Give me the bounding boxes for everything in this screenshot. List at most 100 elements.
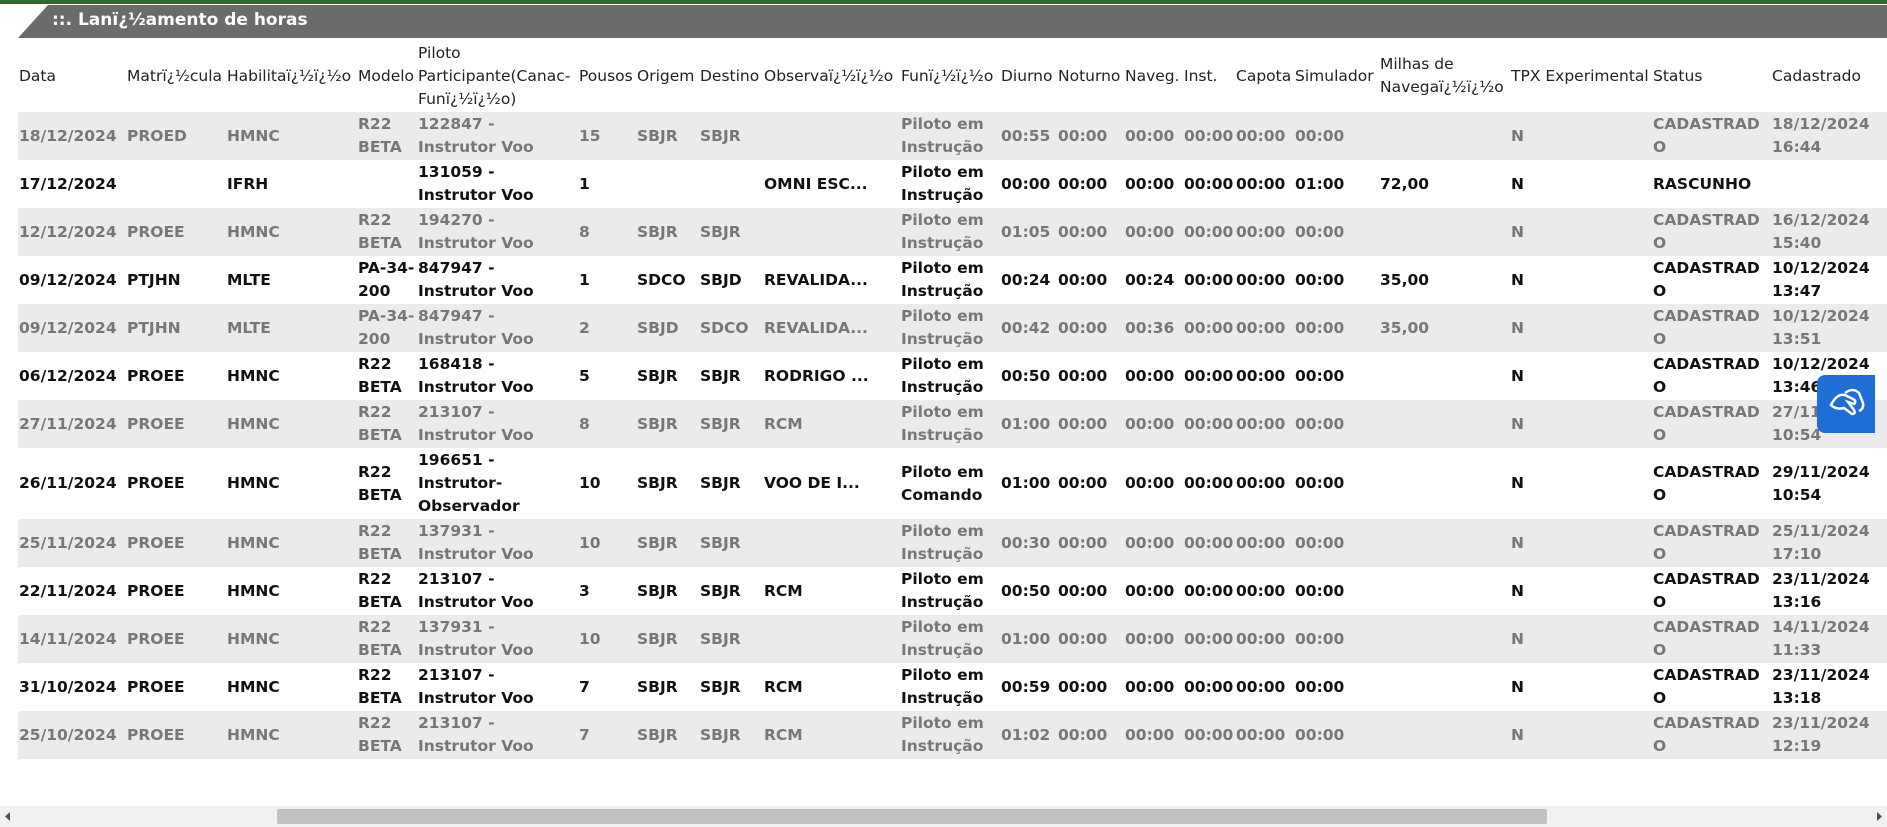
table-cell: 00:00: [1235, 567, 1294, 615]
table-cell: 06/12/2024: [18, 352, 126, 400]
table-cell: [1379, 352, 1510, 400]
column-header: Piloto Participante(Canac-Funï¿½ï¿½o): [418, 43, 571, 108]
table-cell: [763, 208, 900, 256]
table-cell: 00:00: [1294, 304, 1379, 352]
table-cell: 00:00: [1057, 160, 1124, 208]
table-cell: 2: [578, 304, 636, 352]
table-cell: 131059 - Instrutor Voo: [417, 160, 578, 208]
table-cell: N: [1510, 448, 1652, 519]
table-cell: 00:00: [1183, 615, 1235, 663]
table-cell: N: [1510, 615, 1652, 663]
table-cell: 00:00: [1124, 663, 1183, 711]
table-cell: 194270 - Instrutor Voo: [417, 208, 578, 256]
header-row: Data Matrï¿½cula Habilitaï¿½ï¿½o Modelo Pilo…: [18, 40, 1887, 112]
table-cell: [1379, 400, 1510, 448]
table-cell: SDCO: [636, 256, 699, 304]
table-row: 12/12/2024 PROEE HMNC R22 BETA 194270 - Inst…: [18, 208, 1887, 256]
table-cell: Piloto em Comando: [900, 448, 1000, 519]
header-bar: [18, 5, 1887, 38]
table-cell: 00:30: [1000, 519, 1057, 567]
table-cell: [1379, 448, 1510, 519]
table-cell: N: [1510, 567, 1652, 615]
column-header: Funï¿½ï¿½o: [901, 66, 994, 85]
table-cell: 10: [578, 448, 636, 519]
column-header-cut: [1881, 40, 1887, 112]
table-cell: 35,00: [1379, 256, 1510, 304]
table-cell: SBJR: [636, 352, 699, 400]
table-row: 09/12/2024 PTJHN MLTE PA-34-200 847947 - Ins…: [18, 256, 1887, 304]
table-cell: 00:00: [1294, 352, 1379, 400]
table-cell: R22 BETA: [357, 448, 417, 519]
table-cell: 213107 - Instrutor Voo: [417, 567, 578, 615]
table-cell: 00:00: [1183, 663, 1235, 711]
table-cell: R22 BETA: [357, 352, 417, 400]
horizontal-scrollbar[interactable]: [0, 806, 1887, 827]
table-cell: 196651 - Instrutor-Observador: [417, 448, 578, 519]
table-cell: 00:00: [1294, 208, 1379, 256]
table-cell: 00:00: [1294, 256, 1379, 304]
column-header: Simulador: [1295, 66, 1374, 85]
table-cell: SBJR: [636, 663, 699, 711]
table-cell-cut: [1881, 519, 1887, 567]
table-cell: PROEE: [126, 448, 226, 519]
scroll-left-arrow[interactable]: [5, 812, 10, 821]
table-cell: 00:36: [1124, 304, 1183, 352]
table-cell: 23/11/2024 12:19: [1771, 711, 1881, 759]
table-container: Data Matrï¿½cula Habilitaï¿½ï¿½o Modelo Pilo…: [18, 40, 1887, 805]
table-cell: PTJHN: [126, 304, 226, 352]
table-cell: 5: [578, 352, 636, 400]
table-cell: N: [1510, 112, 1652, 160]
table-cell: 17/12/2024: [18, 160, 126, 208]
table-cell: PROEE: [126, 663, 226, 711]
table-cell: N: [1510, 304, 1652, 352]
table-cell-cut: [1881, 448, 1887, 519]
table-cell: 3: [578, 567, 636, 615]
table-cell: PA-34-200: [357, 304, 417, 352]
table-cell-cut: [1881, 256, 1887, 304]
table-cell: SBJD: [636, 304, 699, 352]
table-cell: SBJR: [636, 208, 699, 256]
table-cell: PROEE: [126, 711, 226, 759]
table-cell: PROEE: [126, 519, 226, 567]
table-row: 09/12/2024 PTJHN MLTE PA-34-200 847947 - Ins…: [18, 304, 1887, 352]
table-cell: 10: [578, 615, 636, 663]
table-cell: MLTE: [226, 256, 357, 304]
table-cell: 26/11/2024: [18, 448, 126, 519]
table-cell: 18/12/2024: [18, 112, 126, 160]
accessibility-button[interactable]: [1817, 375, 1875, 433]
table-cell: SBJR: [699, 567, 763, 615]
table-cell: 25/11/2024: [18, 519, 126, 567]
column-header: Status: [1653, 66, 1703, 85]
scroll-thumb[interactable]: [277, 809, 1547, 824]
table-cell: SBJR: [636, 567, 699, 615]
table-cell: [1379, 208, 1510, 256]
column-header: Observaï¿½ï¿½o: [764, 66, 894, 85]
table-cell: 15: [578, 112, 636, 160]
table-cell: 00:00: [1183, 304, 1235, 352]
column-header: Matrï¿½cula: [127, 66, 223, 85]
table-cell: 00:24: [1000, 256, 1057, 304]
table-cell: 01:02: [1000, 711, 1057, 759]
table-cell: 00:00: [1124, 400, 1183, 448]
table-cell: R22 BETA: [357, 615, 417, 663]
table-cell: 00:00: [1183, 711, 1235, 759]
scroll-right-arrow[interactable]: [1877, 812, 1882, 821]
table-cell: 00:00: [1183, 256, 1235, 304]
table-cell: R22 BETA: [357, 663, 417, 711]
table-cell: 12/12/2024: [18, 208, 126, 256]
table-cell: 72,00: [1379, 160, 1510, 208]
table-cell: CADASTRADO: [1652, 519, 1771, 567]
table-cell: REVALIDA...: [763, 304, 900, 352]
table-cell: R22 BETA: [357, 208, 417, 256]
column-header: Milhas de Navegaï¿½ï¿½o: [1380, 55, 1504, 96]
table-row: 25/10/2024 PROEE HMNC R22 BETA 213107 - Inst…: [18, 711, 1887, 759]
column-header: Cadastrado: [1772, 66, 1862, 85]
table-cell: PROEE: [126, 567, 226, 615]
hand-icon: [1829, 393, 1857, 416]
table-cell: 18/12/2024 16:44: [1771, 112, 1881, 160]
table-cell: 00:00: [1057, 352, 1124, 400]
page-title: ::. Lanï¿½amento de horas: [52, 10, 308, 30]
table-cell-cut: [1881, 567, 1887, 615]
